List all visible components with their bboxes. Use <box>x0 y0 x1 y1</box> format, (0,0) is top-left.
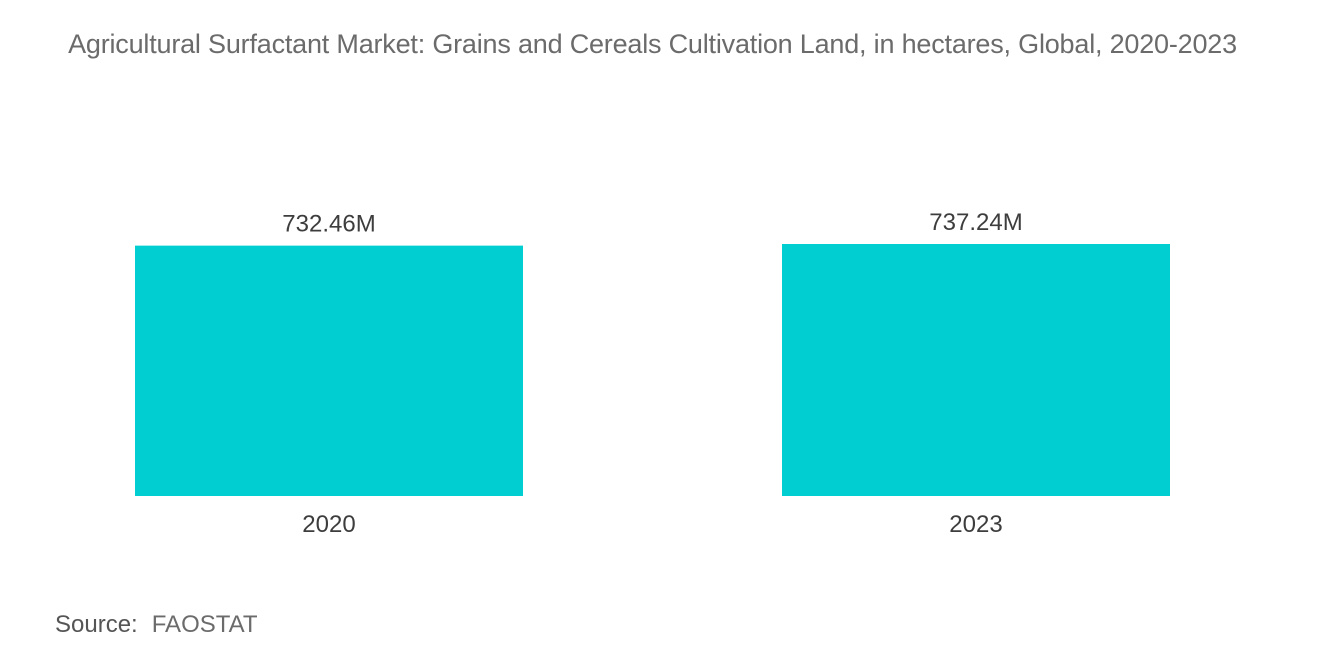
data-label-2023: 737.24M <box>929 209 1022 236</box>
source-value: FAOSTAT <box>151 611 258 638</box>
bar-2023 <box>782 244 1170 496</box>
chart-title: Agricultural Surfactant Market: Grains a… <box>68 29 1237 59</box>
source-line: Source: FAOSTAT <box>55 611 258 639</box>
source-label: Source: <box>55 611 138 638</box>
data-label-2020: 732.46M <box>282 211 375 238</box>
x-tick-label-2023: 2023 <box>949 511 1002 538</box>
x-tick-label-2020: 2020 <box>302 511 355 538</box>
bar-2020 <box>135 245 523 496</box>
